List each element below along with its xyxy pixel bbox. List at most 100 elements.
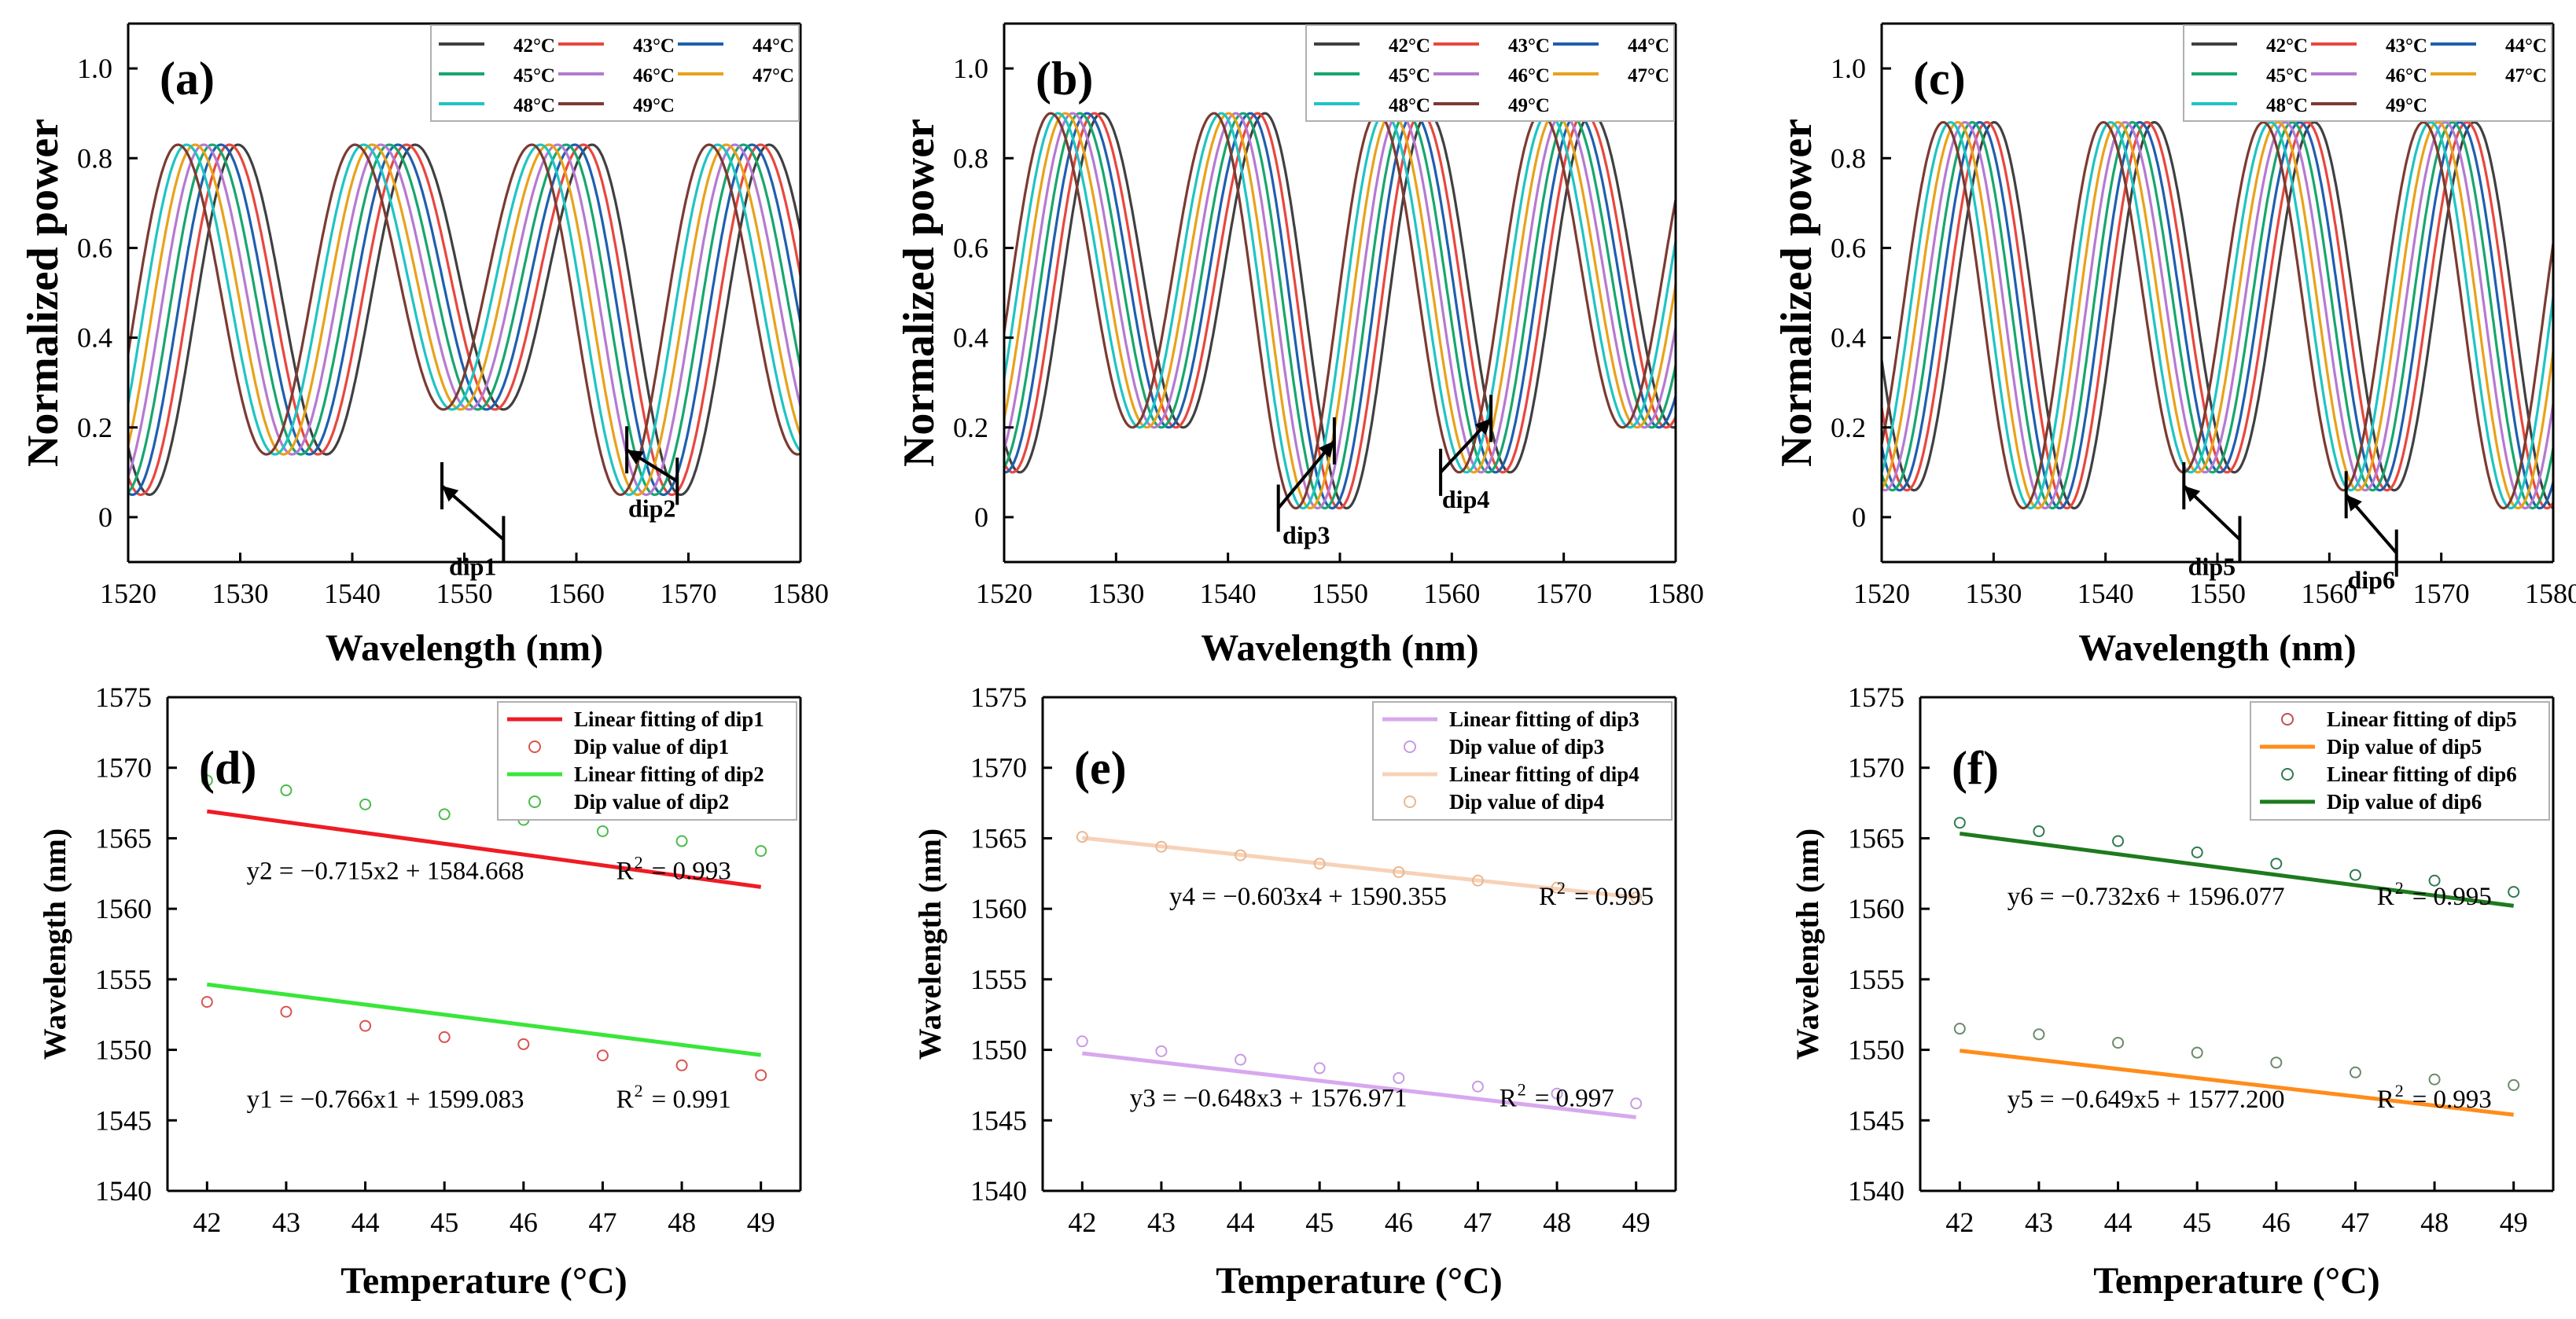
legend-label: 43°C [633,35,675,57]
data-point [2349,869,2361,881]
r-squared-symbol: R [616,1086,634,1114]
legend-label: 42°C [513,35,555,57]
spectrum-line [1882,121,2553,510]
r-squared-symbol: R [2377,1086,2394,1114]
x-tick-label: 1550 [436,578,493,609]
data-point [1076,1035,1088,1048]
legend-label: 48°C [1389,95,1430,116]
y-tick-label: 1.0 [953,53,988,84]
legend-label: Dip value of dip1 [574,735,729,759]
annotation-arrowhead [2346,494,2362,512]
data-point [2033,1028,2045,1041]
legend-swatch [528,740,541,753]
x-tick-label: 42 [1945,1207,1974,1238]
data-point [1551,881,1563,894]
legend-label: Dip value of dip6 [2327,790,2482,814]
r-squared-value: = 0.991 [652,1086,731,1114]
y-tick-label: 1565 [970,822,1027,854]
legend-swatch [1404,740,1416,753]
data-point [1630,1097,1643,1110]
data-point [1953,1023,1966,1035]
x-tick-label: 49 [1622,1207,1650,1238]
data-point [1313,1062,1326,1075]
y-tick-label: 0.2 [953,412,988,443]
legend-label: 48°C [2266,95,2308,116]
r-squared-value: = 0.993 [652,857,731,885]
data-point [2270,1056,2283,1069]
x-tick-label: 43 [272,1207,300,1238]
r-squared-value: = 0.995 [2412,883,2492,911]
legend-label: 47°C [2505,65,2547,86]
x-tick-label: 49 [747,1207,775,1238]
fit-line [1082,1051,1636,1119]
spectrum-line [1882,121,2553,510]
legend-label: Linear fitting of dip3 [1449,707,1639,731]
data-point [1155,840,1168,853]
annotation-label: dip2 [628,494,675,522]
spectrum-panel: 1520 1530 1540 1550 1560 1570 1580 0 0.2 0.4 0.6 0.… [19,22,829,669]
annotation-arrowhead [442,485,459,502]
fit-line [1959,831,2515,908]
y-tick-label: 0.2 [77,412,112,443]
y-tick-label: 0.8 [1831,142,1866,174]
data-point [1393,865,1405,878]
y-tick-label: 1570 [1848,752,1904,784]
annotation-label: dip3 [1282,521,1330,549]
legend-label: 45°C [513,65,555,86]
x-tick-label: 1530 [1965,578,2022,609]
x-tick-label: 44 [351,1207,380,1238]
x-tick-label: 1540 [2077,578,2134,609]
fit-panel: 42 43 44 45 46 47 48 49 1540 1545 1550 1555 1560 1565… [1790,682,2555,1302]
panel-label: (b) [1036,53,1093,105]
y-tick-label: 1550 [1848,1034,1904,1066]
y-tick-label: 1570 [95,752,152,784]
data-point [2112,835,2125,847]
data-point [755,845,767,858]
y-tick-label: 1540 [1848,1175,1904,1207]
spectrum-line [128,143,800,497]
spectrum-line [1882,121,2553,510]
annotation-label: dip5 [2188,552,2236,580]
data-point [359,798,372,810]
data-point [438,808,451,821]
y-tick-label: 1555 [970,964,1027,995]
r-squared-exponent: 2 [1557,878,1566,898]
panel-label: (f) [1952,742,1999,794]
x-tick-label: 1520 [1853,578,1910,609]
data-point [2270,858,2283,870]
x-tick-label: 43 [2025,1207,2053,1238]
x-tick-label: 1570 [1536,578,1592,609]
x-tick-label: 43 [1147,1207,1176,1238]
x-tick-label: 44 [2104,1207,2133,1238]
r-squared-exponent: 2 [635,852,643,872]
legend-label: Linear fitting of dip1 [574,707,764,731]
x-tick-label: 42 [1068,1207,1096,1238]
panel-label: (c) [1913,53,1966,105]
legend-label: 49°C [633,95,675,116]
y-tick-label: 1545 [1848,1104,1904,1136]
x-tick-label: 45 [2183,1207,2211,1238]
x-axis-label: Temperature (°C) [2093,1260,2379,1302]
y-tick-label: 0.8 [77,142,112,174]
r-squared-exponent: 2 [2395,1081,2404,1100]
y-tick-label: 1555 [1848,964,1904,995]
y-tick-label: 0.6 [1831,232,1866,263]
fit-equation: y6 = −0.732x6 + 1596.077 [2007,883,2285,911]
panel-label: (a) [160,53,215,105]
y-tick-label: 0.4 [1831,322,1866,354]
legend-swatch [2281,713,2294,726]
x-tick-label: 1570 [2413,578,2470,609]
y-tick-label: 1540 [95,1175,152,1207]
y-tick-label: 1565 [95,822,152,854]
y-tick-label: 0.6 [77,232,112,263]
data-point [280,784,293,796]
x-tick-label: 1520 [976,578,1032,609]
spectrum-line [1882,121,2553,510]
y-tick-label: 1560 [970,893,1027,924]
x-axis-label: Temperature (°C) [340,1260,627,1302]
y-axis-label: Wavelength (nm) [37,829,72,1060]
spectrum-line [128,143,800,497]
r-squared-symbol: R [616,857,634,885]
annotation-arrowhead [1318,440,1334,458]
